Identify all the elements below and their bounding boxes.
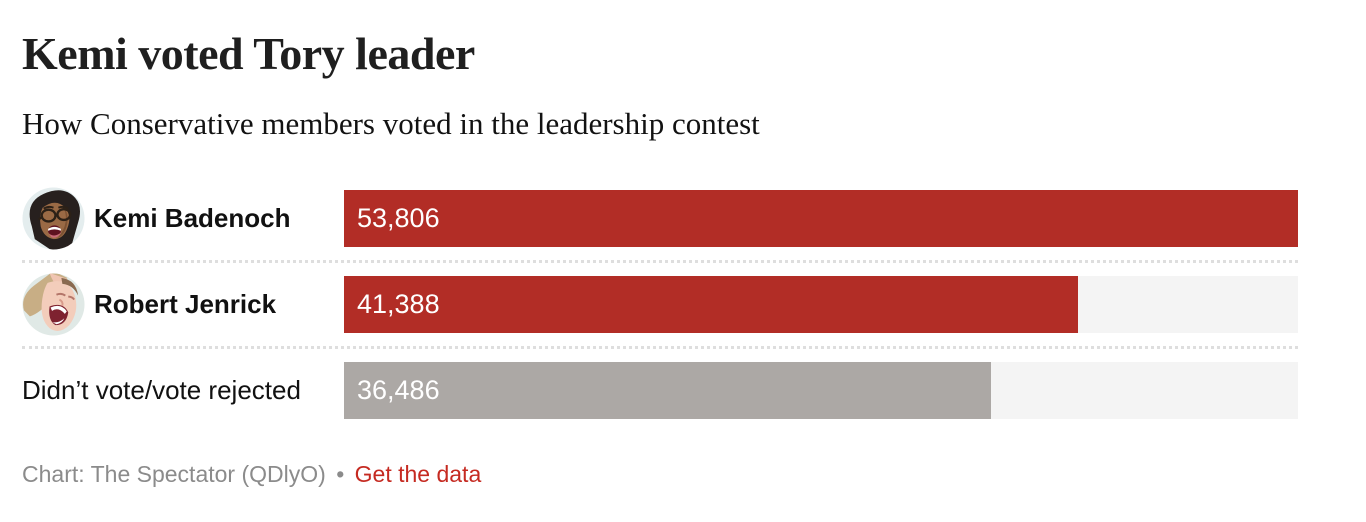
robert-jenrick-caricature [22,273,85,336]
bar-track: 36,486 [344,361,1298,419]
kemi-badenoch-caricature [22,187,85,250]
bar-chart: Kemi Badenoch 53,806 Robert Jenrick [22,187,1298,419]
bar: 36,486 [344,361,991,419]
bar-track: 41,388 [344,275,1298,333]
bar: 41,388 [344,275,1078,333]
chart-row: Didn’t vote/vote rejected 36,486 [22,345,1298,419]
row-label-group: Didn’t vote/vote rejected [22,375,344,406]
chart-credit: Chart: The Spectator (QDlyO) [22,460,326,487]
row-label: Robert Jenrick [94,288,277,319]
row-label-group: Kemi Badenoch [22,187,344,250]
bar-value-label: 41,388 [357,288,440,319]
chart-row: Robert Jenrick 41,388 [22,259,1298,336]
bar-track: 53,806 [344,189,1298,247]
kemi-badenoch-avatar [22,187,85,250]
bar-value-label: 53,806 [357,202,440,233]
chart-row: Kemi Badenoch 53,806 [22,187,1298,250]
get-the-data-link[interactable]: Get the data [354,460,482,487]
chart-footer: Chart: The Spectator (QDlyO) • Get the d… [22,461,1298,488]
page-subtitle: How Conservative members voted in the le… [22,105,760,141]
row-label: Kemi Badenoch [94,202,291,233]
page-title: Kemi voted Tory leader [22,28,475,79]
bar-value-label: 36,486 [357,374,440,405]
row-label-group: Robert Jenrick [22,273,344,336]
robert-jenrick-avatar [22,273,85,336]
row-label: Didn’t vote/vote rejected [22,374,301,405]
chart-card: Kemi voted Tory leader How Conservative … [0,28,1366,488]
bar: 53,806 [344,189,1298,247]
footer-separator-dot: • [336,460,345,487]
